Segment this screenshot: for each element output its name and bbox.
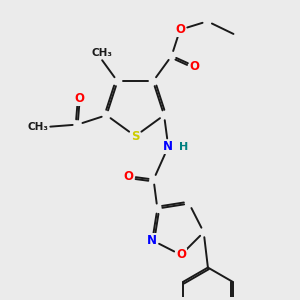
Text: CH₃: CH₃	[92, 48, 112, 58]
Text: O: O	[75, 92, 85, 105]
Text: N: N	[163, 140, 173, 153]
Text: N: N	[147, 234, 157, 247]
Text: O: O	[175, 23, 185, 36]
Text: O: O	[123, 170, 133, 183]
Text: CH₃: CH₃	[27, 122, 48, 132]
Text: S: S	[131, 130, 140, 142]
Text: O: O	[190, 60, 200, 73]
Text: H: H	[179, 142, 188, 152]
Text: O: O	[176, 248, 186, 261]
